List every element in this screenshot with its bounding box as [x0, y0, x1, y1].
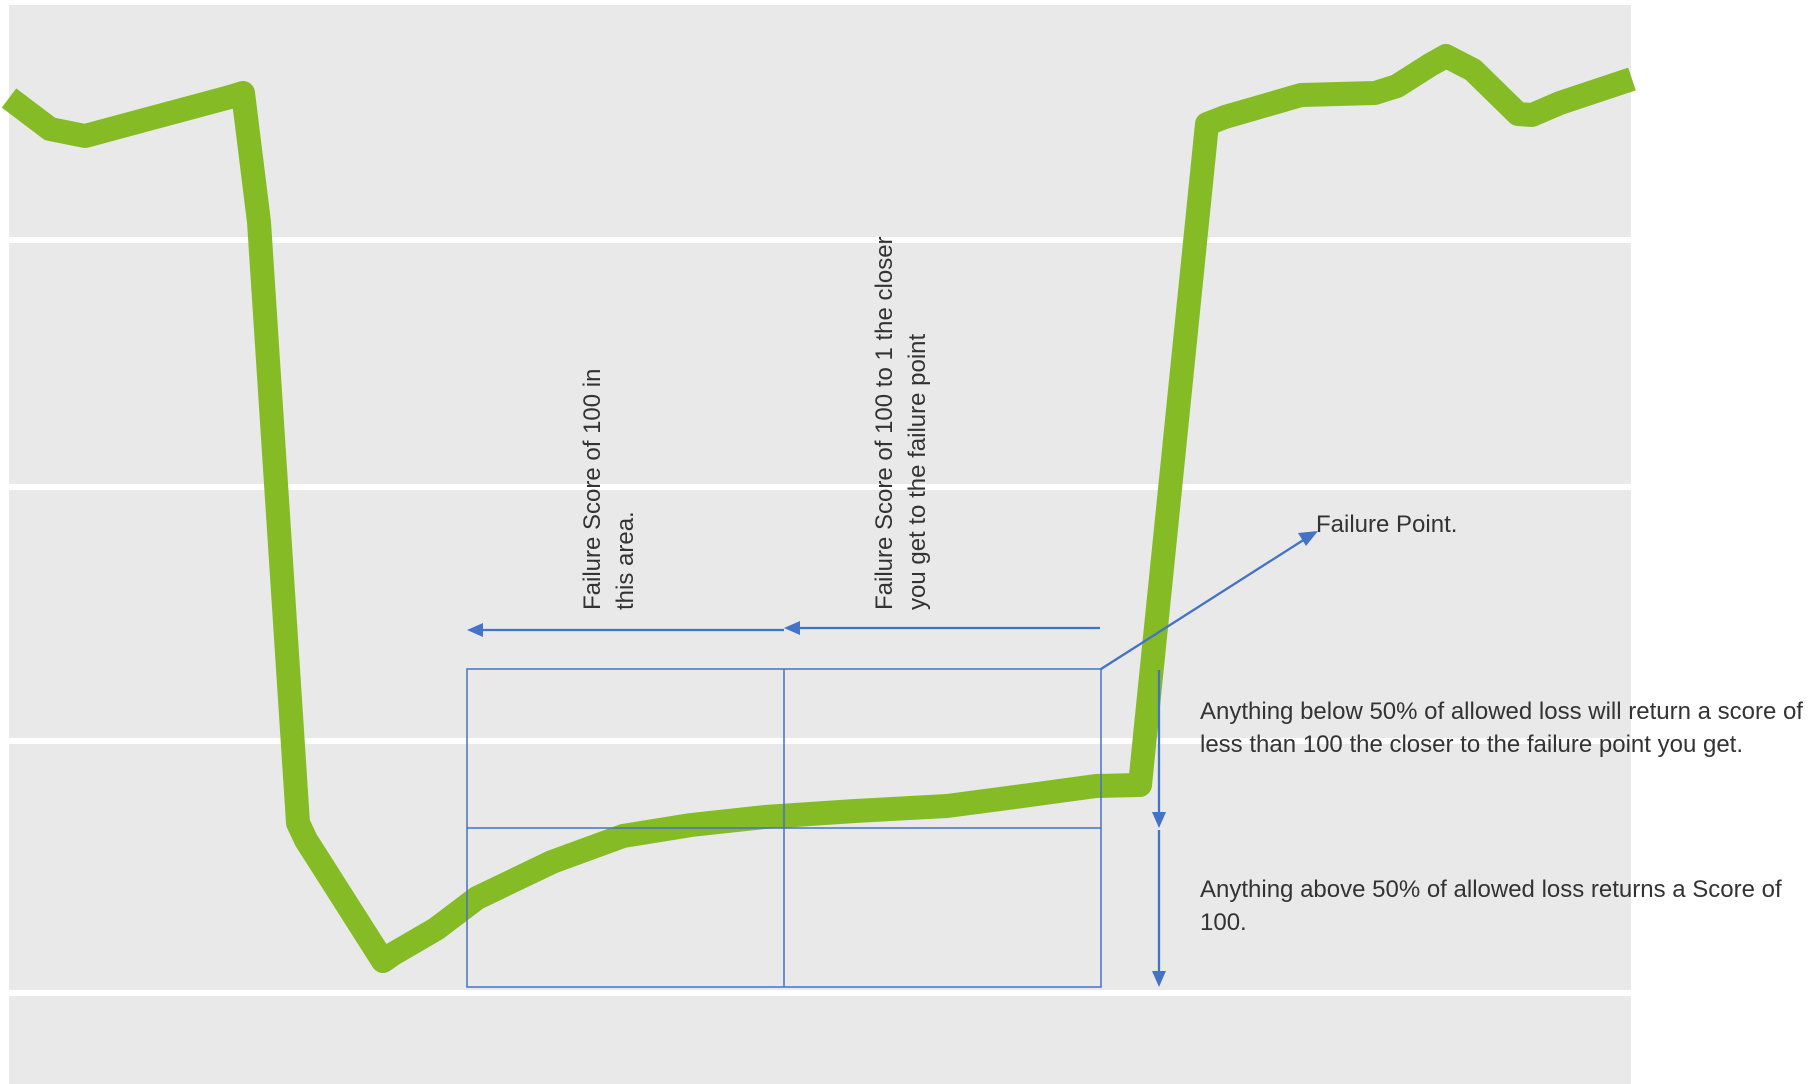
failure-point-label: Failure Point. — [1316, 511, 1457, 538]
above-50-label: Anything above 50% of allowed loss retur… — [1200, 876, 1788, 936]
horizontal-arrows — [467, 621, 1100, 637]
zone-scaled-label: Failure Score of 100 to 1 the closer you… — [871, 230, 931, 610]
zone-100-label: Failure Score of 100 in this area. — [579, 362, 639, 610]
vertical-arrows — [1152, 670, 1166, 987]
loss-curve — [1, 44, 1636, 973]
failure-point-arrow-line — [1100, 538, 1306, 670]
arrow-head-down-icon — [1152, 812, 1166, 828]
arrow-head-left-icon — [467, 623, 483, 637]
arrow-head-up-right-icon — [1298, 531, 1318, 546]
arrow-head-left-icon — [784, 621, 800, 635]
failure-point-pointer — [1100, 531, 1318, 670]
arrow-head-down-icon — [1152, 971, 1166, 987]
score-box — [466, 668, 1102, 988]
below-50-label: Anything below 50% of allowed loss will … — [1200, 698, 1808, 758]
